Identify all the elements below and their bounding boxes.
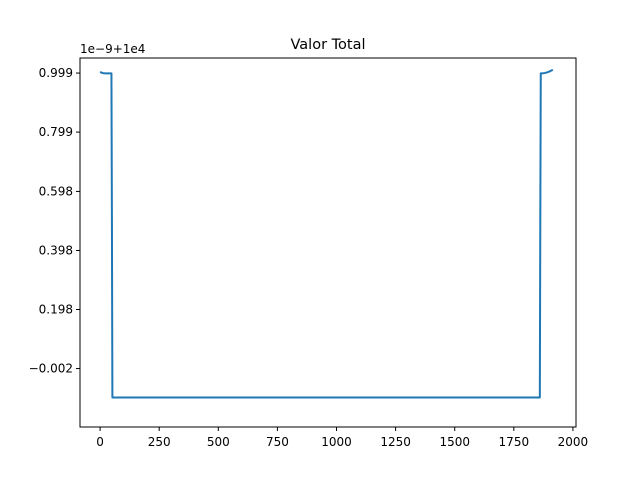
x-tick-label: 1000 [321,435,352,449]
series-layer [99,68,554,399]
y-tick-label: 0.999 [39,66,73,80]
axes-frame [79,57,577,428]
x-tick-label: 250 [148,435,171,449]
x-tick-label: 1500 [439,435,470,449]
y-tick-label: 0.799 [39,125,73,139]
series-line-0 [99,68,554,399]
y-axis: −0.002 0.198 0.398 0.598 0.799 0.999 [29,66,80,376]
x-tick-label: 2000 [558,435,589,449]
y-axis-offset-label: 1e−9+1e4 [80,42,145,56]
y-tick-label: −0.002 [29,362,73,376]
y-tick-label: 0.598 [39,184,73,198]
x-tick-label: 1250 [380,435,411,449]
x-tick-label: 750 [266,435,289,449]
y-tick-label: 0.398 [39,243,73,257]
x-tick-label: 0 [96,435,104,449]
x-tick-label: 500 [207,435,230,449]
x-tick-label: 1750 [499,435,530,449]
chart-title: Valor Total [290,37,365,53]
y-tick-label: 0.198 [39,303,73,317]
x-axis: 0 250 500 750 1000 1250 1500 1750 2000 [96,427,588,449]
